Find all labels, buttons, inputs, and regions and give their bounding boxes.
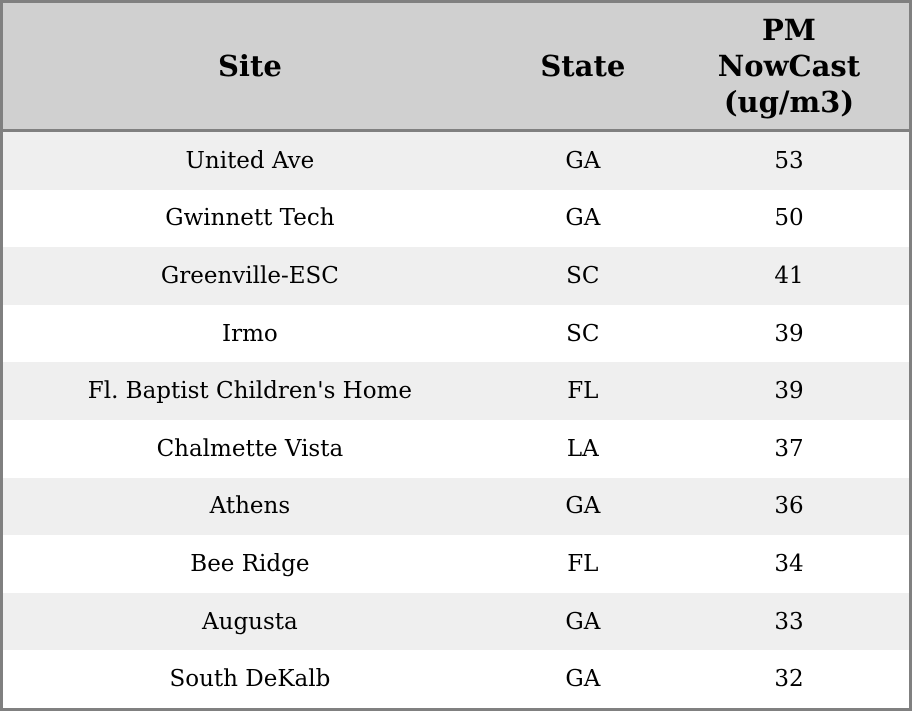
cell-state: GA	[496, 477, 669, 536]
cell-pm-value: 32	[668, 650, 909, 708]
cell-state: LA	[496, 419, 669, 478]
cell-state: FL	[496, 362, 669, 420]
table-row: Gwinnett Tech GA 50	[3, 189, 909, 248]
cell-state: GA	[496, 650, 669, 708]
pm-nowcast-table: Site State PM NowCast (ug/m3) United Ave…	[3, 3, 909, 708]
column-header-pm-nowcast: PM NowCast (ug/m3)	[668, 3, 909, 132]
column-header-state: State	[496, 3, 669, 132]
cell-state: GA	[496, 592, 669, 651]
table-row: Athens GA 36	[3, 477, 909, 536]
cell-pm-value: 34	[668, 535, 909, 593]
cell-pm-value: 36	[668, 477, 909, 536]
table-row: Bee Ridge FL 34	[3, 535, 909, 593]
cell-pm-value: 37	[668, 419, 909, 478]
table-header: Site State PM NowCast (ug/m3)	[3, 3, 909, 132]
cell-pm-value: 50	[668, 189, 909, 248]
cell-site: South DeKalb	[3, 650, 497, 708]
table-row: Fl. Baptist Children's Home FL 39	[3, 362, 909, 420]
table-row: Irmo SC 39	[3, 304, 909, 363]
cell-site: Athens	[3, 477, 497, 536]
cell-state: FL	[496, 535, 669, 593]
column-header-site: Site	[3, 3, 497, 132]
cell-state: GA	[496, 130, 669, 190]
cell-state: SC	[496, 247, 669, 305]
cell-pm-value: 39	[668, 362, 909, 420]
cell-site: Irmo	[3, 304, 497, 363]
cell-site: Greenville-ESC	[3, 247, 497, 305]
cell-pm-value: 41	[668, 247, 909, 305]
header-row: Site State PM NowCast (ug/m3)	[3, 3, 909, 132]
cell-state: SC	[496, 304, 669, 363]
table-body: United Ave GA 53 Gwinnett Tech GA 50 Gre…	[3, 130, 909, 708]
cell-site: United Ave	[3, 130, 497, 190]
cell-pm-value: 53	[668, 130, 909, 190]
table-row: Greenville-ESC SC 41	[3, 247, 909, 305]
table-row: Augusta GA 33	[3, 592, 909, 651]
cell-site: Bee Ridge	[3, 535, 497, 593]
cell-site: Fl. Baptist Children's Home	[3, 362, 497, 420]
table-row: South DeKalb GA 32	[3, 650, 909, 708]
cell-pm-value: 33	[668, 592, 909, 651]
cell-state: GA	[496, 189, 669, 248]
table-row: United Ave GA 53	[3, 130, 909, 190]
table-row: Chalmette Vista LA 37	[3, 419, 909, 478]
cell-site: Gwinnett Tech	[3, 189, 497, 248]
cell-pm-value: 39	[668, 304, 909, 363]
cell-site: Augusta	[3, 592, 497, 651]
cell-site: Chalmette Vista	[3, 419, 497, 478]
